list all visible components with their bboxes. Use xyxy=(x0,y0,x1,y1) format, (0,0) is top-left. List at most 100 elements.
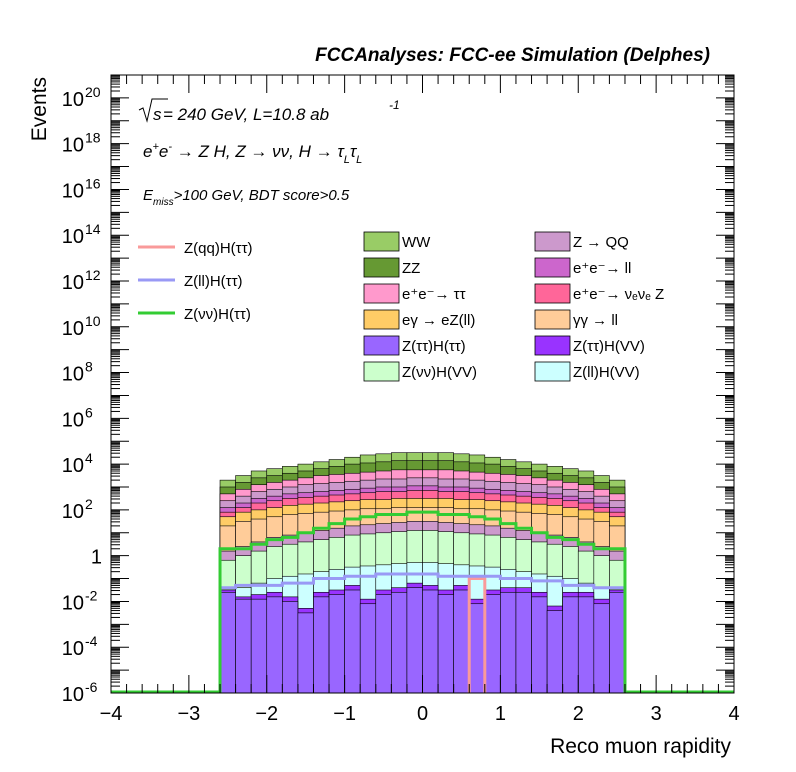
signal-lines xyxy=(111,510,734,694)
y-tick-exponent: -4 xyxy=(85,633,98,649)
y-tick-label: 10 xyxy=(62,226,84,248)
bar-ZtautauH_tautau-5 xyxy=(297,612,314,694)
legend-fill-label: Z(ττ)H(ττ) xyxy=(402,338,466,355)
y-tick-label: 10 xyxy=(62,180,84,202)
bar-ZtautauH_tautau-2 xyxy=(250,598,268,694)
y-tick-label: 10 xyxy=(62,455,84,477)
layer-ZtautauH_tautau xyxy=(219,587,626,694)
line-series-1 xyxy=(218,572,627,693)
bar-ZtautauH_tautau-22 xyxy=(562,596,579,694)
bar-ZtautauH_tautau-12 xyxy=(406,587,423,694)
y-tick-label: 10 xyxy=(62,501,84,523)
line-series-0 xyxy=(467,577,487,693)
y-tick-exponent: 14 xyxy=(85,221,101,237)
bar-ZtautauH_tautau-19 xyxy=(515,591,532,694)
legend-fill-label: eγ → eZ(ll) xyxy=(402,312,475,329)
legend-fill-swatch xyxy=(363,283,400,304)
bar-ZtautauH_tautau-23 xyxy=(577,596,595,694)
y-tick-label: 10 xyxy=(62,318,84,340)
y-tick-exponent: 10 xyxy=(85,313,101,329)
legend-fill-label: Z(ττ)H(VV) xyxy=(573,338,645,355)
y-tick-label: 10 xyxy=(62,592,84,614)
y-tick-label: 10 xyxy=(62,684,84,706)
x-tick-label: −1 xyxy=(333,703,356,725)
bar-ZtautauH_tautau-15 xyxy=(453,589,470,694)
energy-annotation: s = 240 GeV, L=10.8 ab -1 xyxy=(138,98,400,124)
bar-ZtautauH_tautau-4 xyxy=(282,601,299,694)
bar-ZtautauH_tautau-21 xyxy=(546,610,563,694)
bar-ZtautauH_tautau-13 xyxy=(422,589,439,694)
y-tick-label: 10 xyxy=(62,638,84,660)
bar-ZtautauH_tautau-17 xyxy=(484,594,501,694)
y-axis-label: Events xyxy=(28,77,51,141)
legend-fill-swatch xyxy=(534,309,571,330)
legend-fill-label: Z → QQ xyxy=(573,234,629,251)
energy-text: = 240 GeV, L=10.8 ab xyxy=(163,105,329,124)
y-tick-exponent: 8 xyxy=(85,359,93,375)
energy-exp: -1 xyxy=(389,98,400,112)
x-tick-label: 3 xyxy=(651,703,662,725)
y-tick-exponent: -6 xyxy=(85,679,98,695)
legend-fill-label: ZZ xyxy=(402,260,420,277)
legend-fill-label: γγ → ll xyxy=(573,312,618,329)
y-tick-label: 10 xyxy=(62,89,84,111)
legend-line-label: Z(ll)H(ττ) xyxy=(184,273,243,290)
y-tick-exponent: 2 xyxy=(85,496,93,512)
x-tick-label: 1 xyxy=(495,703,506,725)
y-tick-exponent: -2 xyxy=(85,587,98,603)
x-tick-label: 0 xyxy=(417,703,428,725)
x-tick-labels: −4 −3 −2 −1 0 1 2 3 4 xyxy=(100,703,740,725)
legend-fill-swatch xyxy=(534,335,571,356)
x-tick-label: −2 xyxy=(255,703,278,725)
legend-line-label: Z(qq)H(ττ) xyxy=(184,240,253,257)
bar-ZtautauH_tautau-9 xyxy=(359,603,377,694)
legend: Z(qq)H(ττ) Z(ll)H(ττ) Z(νν)H(ττ) WW Z → QQ ZZ… xyxy=(138,231,664,382)
x-tick-label: −3 xyxy=(177,703,200,725)
legend-fill-swatch xyxy=(363,231,400,252)
bar-ZtautauH_tautau-25 xyxy=(609,591,626,694)
legend-fill-swatch xyxy=(363,309,400,330)
x-tick-label: 4 xyxy=(728,703,739,725)
y-tick-exponent: 16 xyxy=(85,175,101,191)
chart-header: FCCAnalyses: FCC-ee Simulation (Delphes) xyxy=(315,45,710,66)
y-tick-exponent: 4 xyxy=(85,450,93,466)
y-tick-label: 10 xyxy=(62,364,84,386)
y-tick-label: 10 xyxy=(62,409,84,431)
legend-fill-label: e⁺e⁻→ ττ xyxy=(402,286,466,303)
legend-fill-label: e⁺e⁻→ νₑνₑ Z xyxy=(573,286,664,303)
bar-ZtautauH_tautau-20 xyxy=(531,596,548,694)
cut-annotation: Emiss>100 GeV, BDT score>0.5 xyxy=(143,187,350,208)
legend-fill-swatch xyxy=(534,231,571,252)
legend-fill-label: Z(νν)H(VV) xyxy=(402,364,477,381)
legend-line-label: Z(νν)H(ττ) xyxy=(184,306,251,323)
bar-ZtautauH_tautau-1 xyxy=(235,598,252,694)
legend-fill-label: Z(ll)H(VV) xyxy=(573,364,640,381)
axis-ticks xyxy=(110,74,735,694)
legend-fill-swatch xyxy=(534,361,571,382)
legend-fill-label: WW xyxy=(402,234,431,251)
x-tick-label: 2 xyxy=(573,703,584,725)
bar-ZtautauH_tautau-3 xyxy=(266,596,283,694)
y-tick-exponent: 20 xyxy=(85,84,101,100)
bar-ZtautauH_tautau-8 xyxy=(344,589,361,694)
y-tick-label: 10 xyxy=(62,135,84,157)
y-tick-label: 10 xyxy=(62,272,84,294)
x-tick-label: −4 xyxy=(100,703,123,725)
legend-fill-swatch xyxy=(363,257,400,278)
x-axis-label: Reco muon rapidity xyxy=(550,735,731,758)
legend-fill-swatch xyxy=(534,257,571,278)
legend-fill-label: e⁺e⁻→ ll xyxy=(573,260,631,277)
y-tick-exponent: 18 xyxy=(85,130,101,146)
y-tick-exponent: 12 xyxy=(85,267,101,283)
legend-fill-swatch xyxy=(363,335,400,356)
y-tick-label: 1 xyxy=(91,547,102,569)
legend-fill-swatch xyxy=(534,283,571,304)
bar-ZtautauH_tautau-14 xyxy=(437,594,454,694)
energy-s: s xyxy=(153,105,162,124)
bar-ZtautauH_tautau-10 xyxy=(375,594,392,694)
bar-ZtautauH_tautau-0 xyxy=(219,591,236,694)
bar-ZtautauH_tautau-6 xyxy=(313,596,330,694)
bar-ZtautauH_tautau-11 xyxy=(391,591,408,694)
